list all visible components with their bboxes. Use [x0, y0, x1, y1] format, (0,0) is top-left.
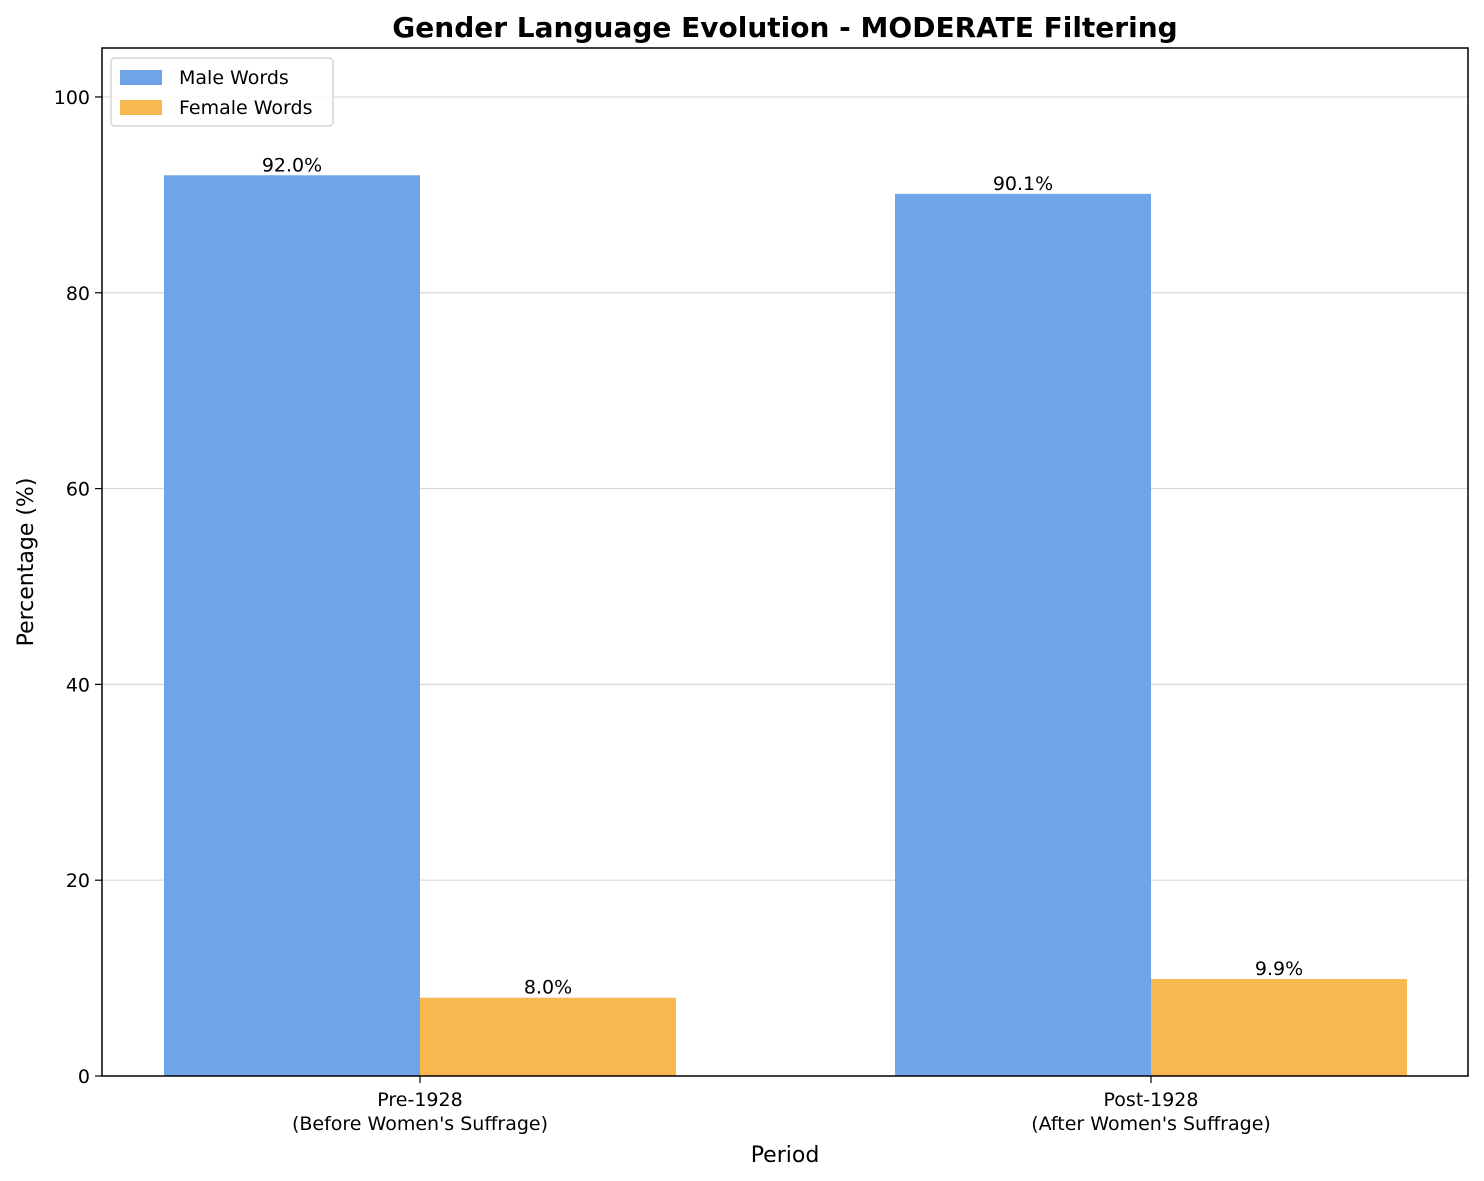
- bar-value-label: 92.0%: [262, 154, 322, 176]
- y-tick-label: 80: [66, 283, 90, 305]
- bar-male-words: [895, 193, 1151, 1076]
- x-tick-label: (Before Women's Suffrage): [292, 1113, 548, 1135]
- y-tick-label: 100: [54, 87, 90, 109]
- x-tick-label: Pre-1928: [377, 1089, 462, 1111]
- data-labels: 92.0% 90.1% 8.0% 9.9%: [262, 154, 1303, 998]
- y-axis-label: Percentage (%): [14, 478, 39, 647]
- legend: Male Words Female Words: [110, 57, 334, 127]
- bar-value-label: 90.1%: [993, 173, 1053, 195]
- bar-female-words: [420, 997, 676, 1076]
- legend-swatch: [120, 100, 162, 115]
- y-tick-label: 20: [66, 870, 90, 892]
- legend-swatch: [120, 70, 162, 85]
- legend-box: [110, 57, 334, 127]
- legend-label: Male Words: [179, 67, 289, 89]
- plot-frame: [101, 47, 1469, 1077]
- x-tick-label: Post-1928: [1104, 1089, 1199, 1111]
- y-tick-label: 40: [66, 674, 90, 696]
- y-tick-label: 60: [66, 479, 90, 501]
- legend-label: Female Words: [179, 97, 312, 119]
- x-tick-label: (After Women's Suffrage): [1031, 1113, 1271, 1135]
- x-axis-label: Period: [751, 1143, 820, 1168]
- chart-title: Gender Language Evolution - MODERATE Fil…: [392, 11, 1177, 44]
- x-axis-ticks: Pre-1928(Before Women's Suffrage) Post-19…: [292, 1076, 1271, 1135]
- bar-male-words: [164, 175, 420, 1076]
- bar-value-label: 9.9%: [1255, 958, 1303, 980]
- bar-value-label: 8.0%: [524, 977, 572, 999]
- bars: [164, 175, 1407, 1076]
- bar-female-words: [1151, 979, 1407, 1076]
- y-axis-ticks: 0 20 40 60 80 100: [54, 87, 102, 1088]
- y-tick-label: 0: [78, 1066, 90, 1088]
